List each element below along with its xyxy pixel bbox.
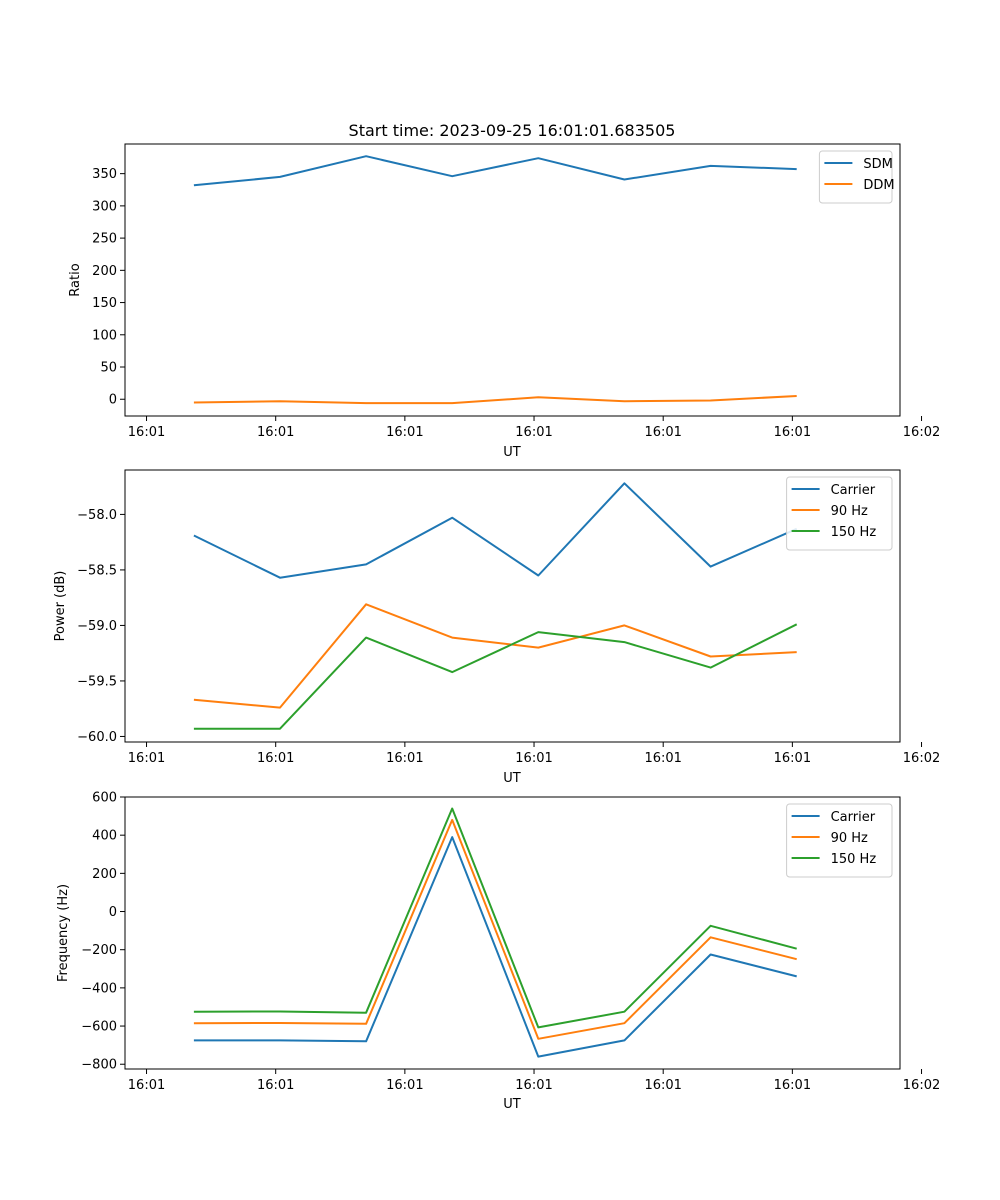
- series-line-150-hz: [193, 807, 797, 1029]
- y-tick-label: −59.5: [77, 674, 117, 689]
- legend-label: Carrier: [831, 810, 876, 825]
- y-tick-label: 400: [92, 829, 117, 844]
- legend-label: Carrier: [831, 483, 876, 498]
- y-tick-label: −600: [81, 1020, 117, 1035]
- x-tick-label: 16:01: [257, 1078, 294, 1093]
- x-tick-label: 16:01: [515, 425, 552, 440]
- y-tick-label: 150: [92, 296, 117, 311]
- legend-label: DDM: [863, 178, 894, 193]
- x-tick-label: 16:02: [903, 1078, 940, 1093]
- x-tick-label: 16:01: [515, 751, 552, 766]
- y-tick-label: 250: [92, 232, 117, 247]
- series-line-150-hz: [193, 623, 798, 730]
- y-tick-label: 0: [109, 905, 117, 920]
- y-tick-label: −800: [81, 1058, 117, 1073]
- series-line-carrier: [193, 836, 797, 1058]
- chart-ratio: Start time: 2023-09-25 16:01:01.683505 U…: [68, 121, 940, 460]
- series-line-ddm: [193, 395, 797, 405]
- chart-title: Start time: 2023-09-25 16:01:01.683505: [349, 121, 676, 140]
- x-tick-label: 16:01: [257, 751, 294, 766]
- x-tick-label: 16:01: [257, 425, 294, 440]
- legend-label: 90 Hz: [831, 831, 868, 846]
- x-tick-label: 16:02: [903, 751, 940, 766]
- x-tick-label: 16:01: [644, 425, 681, 440]
- axes-frame: [124, 469, 901, 743]
- y-tick-label: 300: [92, 199, 117, 214]
- legend-label: 90 Hz: [831, 504, 868, 519]
- series-line-90-hz: [193, 818, 797, 1040]
- legend-label: 150 Hz: [831, 525, 877, 540]
- x-tick-label: 16:01: [644, 1078, 681, 1093]
- x-tick-label: 16:01: [515, 1078, 552, 1093]
- y-tick-label: −200: [81, 943, 117, 958]
- x-tick-label: 16:01: [774, 1078, 811, 1093]
- x-tick-label: 16:01: [128, 1078, 165, 1093]
- x-tick-label: 16:01: [644, 751, 681, 766]
- legend: Carrier 90 Hz 150 Hz: [786, 803, 893, 878]
- y-axis-label: Frequency (Hz): [56, 884, 71, 982]
- axes-frame: [124, 143, 901, 417]
- legend: Carrier 90 Hz 150 Hz: [786, 476, 893, 551]
- y-tick-label: −400: [81, 981, 117, 996]
- x-tick-label: 16:01: [386, 751, 423, 766]
- axes-frame: [124, 796, 901, 1070]
- x-tick-label: 16:02: [903, 425, 940, 440]
- y-tick-label: 50: [100, 361, 117, 376]
- chart-frequency: UT Frequency (Hz) 16:01 16:01 16:01 16:01 16…: [56, 791, 940, 1113]
- y-tick-label: 100: [92, 328, 117, 343]
- x-tick-label: 16:01: [386, 425, 423, 440]
- y-tick-label: −58.0: [77, 508, 117, 523]
- x-tick-label: 16:01: [774, 425, 811, 440]
- y-axis-label: Ratio: [68, 263, 83, 296]
- x-axis-label: UT: [503, 771, 521, 786]
- series-line-carrier: [193, 482, 798, 579]
- legend-label: SDM: [863, 157, 892, 172]
- series-line-90-hz: [193, 603, 797, 709]
- y-tick-label: 200: [92, 264, 117, 279]
- y-tick-label: −60.0: [77, 730, 117, 745]
- x-tick-label: 16:01: [128, 751, 165, 766]
- chart-power: UT Power (dB) 16:01 16:01 16:01 16:01 16:01 1…: [53, 469, 940, 786]
- y-tick-label: 600: [92, 791, 117, 806]
- y-axis-label: Power (dB): [53, 571, 68, 642]
- x-tick-label: 16:01: [128, 425, 165, 440]
- x-axis-label: UT: [503, 445, 521, 460]
- y-tick-label: 0: [109, 393, 117, 408]
- y-tick-label: −59.0: [77, 619, 117, 634]
- y-tick-label: 200: [92, 867, 117, 882]
- y-tick-label: 350: [92, 167, 117, 182]
- x-tick-label: 16:01: [774, 751, 811, 766]
- y-tick-label: −58.5: [77, 563, 117, 578]
- series-line-sdm: [193, 155, 797, 187]
- x-axis-label: UT: [503, 1097, 521, 1112]
- x-tick-label: 16:01: [386, 1078, 423, 1093]
- legend: SDM DDM: [818, 150, 895, 204]
- legend-label: 150 Hz: [831, 852, 877, 867]
